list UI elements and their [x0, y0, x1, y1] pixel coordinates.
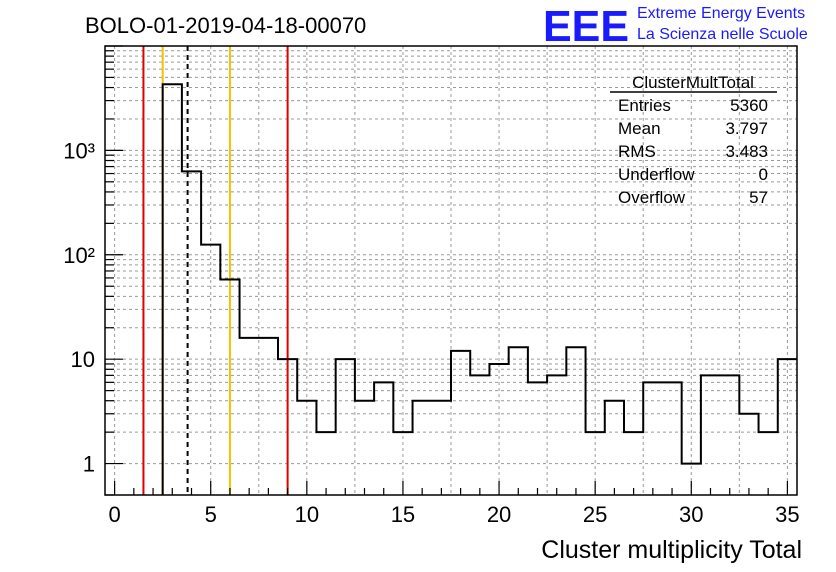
x-tick-label: 25: [583, 502, 607, 527]
y-tick-label: 10³: [63, 138, 95, 163]
stats-label: Mean: [618, 119, 661, 138]
eee-logo: EEE Extreme Energy Events La Scienza nel…: [543, 2, 808, 51]
y-tick-label: 10: [71, 347, 95, 372]
axis-ticks: 0 5 10 15 20 25 30 35 1 10 10² 10³: [63, 45, 800, 527]
grid-lines: [105, 45, 797, 495]
stats-label: RMS: [618, 142, 656, 161]
histogram-outline: [161, 83, 797, 495]
x-tick-label: 30: [679, 502, 703, 527]
stats-value: 57: [749, 188, 768, 207]
stats-value: 3.797: [725, 119, 768, 138]
stats-value: 5360: [730, 96, 768, 115]
x-tick-label: 10: [295, 502, 319, 527]
x-tick-label: 5: [205, 502, 217, 527]
logo-line-2: La Scienza nelle Scuole: [637, 26, 808, 43]
logo-mark: EEE: [543, 2, 629, 51]
x-tick-label: 0: [108, 502, 120, 527]
logo-line-1: Extreme Energy Events: [637, 5, 805, 22]
y-tick-label: 10²: [63, 243, 95, 268]
stats-rows: Entries 5360 Mean 3.797 RMS 3.483 Underflow 0 Ov…: [618, 96, 768, 207]
x-axis-title: Cluster multiplicity Total: [541, 536, 802, 564]
stats-label: Overflow: [618, 188, 686, 207]
y-tick-label: 1: [83, 452, 95, 477]
stats-label: Entries: [618, 96, 671, 115]
stats-value: 3.483: [725, 142, 768, 161]
stats-label: Underflow: [618, 165, 695, 184]
stats-box: ClusterMultTotal Entries 5360 Mean 3.797 RMS…: [610, 73, 777, 207]
stats-value: 0: [759, 165, 768, 184]
x-tick-label: 15: [391, 502, 415, 527]
stats-title: ClusterMultTotal: [632, 73, 754, 92]
x-tick-label: 20: [487, 502, 511, 527]
x-tick-label: 35: [775, 502, 799, 527]
chart-title: BOLO-01-2019-04-18-00070: [85, 13, 366, 38]
